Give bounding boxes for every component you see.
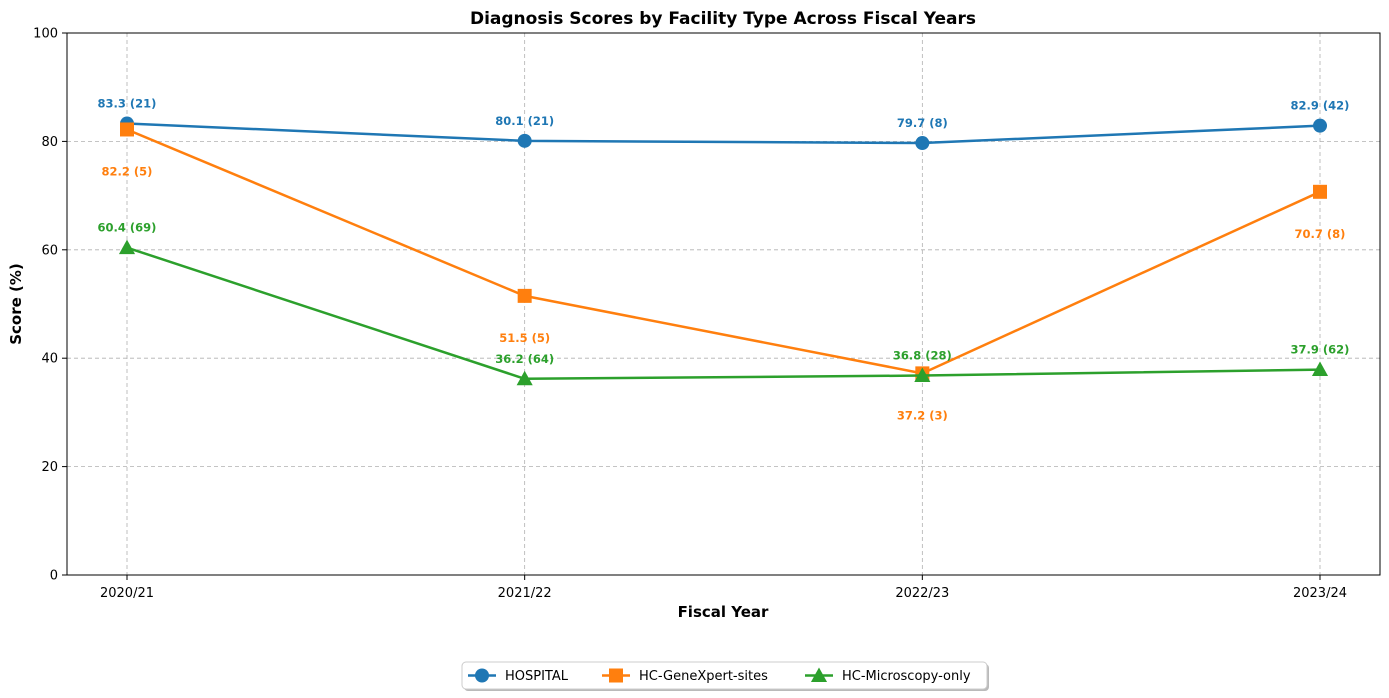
chart-title: Diagnosis Scores by Facility Type Across… <box>470 9 976 29</box>
legend-box <box>461 661 988 690</box>
plot-area-frame <box>66 32 1381 576</box>
y-axis-label: Score (%) <box>7 263 25 345</box>
y-tick-label: 80 <box>41 135 58 150</box>
data-label: 37.2 (3) <box>897 408 948 422</box>
data-point <box>914 367 931 382</box>
data-point <box>517 133 532 148</box>
legend-marker <box>810 667 828 682</box>
y-tick-label: 20 <box>41 460 58 475</box>
legend: HOSPITAL HC-GeneXpert-sites HC-Microscopy-… <box>461 661 989 691</box>
y-tick-label: 100 <box>33 27 58 42</box>
x-tick-label: 2020/21 <box>100 586 154 601</box>
x-axis-ticks: 2020/21 2021/22 2022/23 2023/24 <box>100 575 1347 601</box>
y-tick-label: 40 <box>41 352 58 367</box>
legend-marker <box>609 668 623 683</box>
legend-label: HC-GeneXpert-sites <box>639 669 768 684</box>
data-labels-layer: 83.3 (21) 80.1 (21) 79.7 (8) 82.9 (42) 82.2 … <box>98 97 1350 423</box>
y-tick-label: 60 <box>41 243 58 258</box>
data-label: 36.8 (28) <box>893 349 952 363</box>
data-label: 51.5 (5) <box>499 331 550 345</box>
legend-item: HOSPITAL <box>468 668 569 684</box>
series-line <box>126 246 1321 381</box>
data-label: 83.3 (21) <box>98 97 157 111</box>
data-label: 36.2 (64) <box>495 352 554 366</box>
legend-item: HC-Microscopy-only <box>805 667 971 684</box>
series-layer <box>118 116 1329 386</box>
grid-layer <box>67 32 1380 576</box>
data-label: 79.7 (8) <box>897 116 948 130</box>
series-hc-genexpert-sites <box>120 122 1327 381</box>
data-label: 80.1 (21) <box>495 114 554 128</box>
data-point <box>516 370 533 386</box>
data-label: 82.2 (5) <box>102 164 153 178</box>
data-point <box>915 136 930 151</box>
x-tick-label: 2021/22 <box>498 586 552 601</box>
series-hospital <box>120 116 1327 151</box>
x-tick-label: 2022/23 <box>895 586 949 601</box>
series-line <box>126 122 1321 145</box>
data-label: 82.9 (42) <box>1291 99 1350 113</box>
data-point <box>1313 118 1327 133</box>
y-axis-ticks: 0 20 40 60 80 100 <box>33 27 67 584</box>
data-point <box>1311 361 1329 377</box>
x-tick-label: 2023/24 <box>1293 586 1347 601</box>
data-point <box>118 239 136 255</box>
data-label: 60.4 (69) <box>98 221 157 235</box>
legend-item: HC-GeneXpert-sites <box>602 668 768 684</box>
y-tick-label: 0 <box>50 569 58 584</box>
series-line <box>126 128 1321 375</box>
data-label: 37.9 (62) <box>1291 343 1350 357</box>
data-point <box>1313 184 1327 199</box>
data-label: 70.7 (8) <box>1295 227 1346 241</box>
legend-label: HOSPITAL <box>505 669 569 684</box>
data-point <box>517 288 532 303</box>
x-axis-label: Fiscal Year <box>678 603 769 621</box>
data-point <box>120 122 134 137</box>
series-hc-microscopy-only <box>118 239 1329 386</box>
legend-label: HC-Microscopy-only <box>842 669 971 684</box>
legend-marker <box>475 668 489 683</box>
